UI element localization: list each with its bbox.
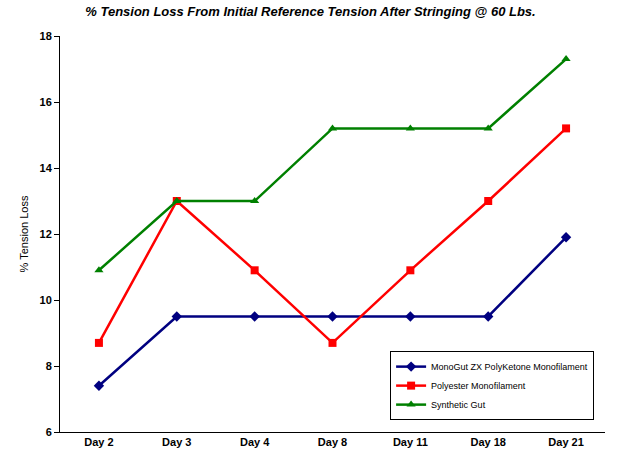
svg-text:8: 8: [46, 360, 52, 372]
svg-text:6: 6: [46, 426, 52, 438]
svg-text:Day 21: Day 21: [548, 436, 583, 448]
svg-text:Day 4: Day 4: [240, 436, 270, 448]
svg-text:Polyester Monofilament: Polyester Monofilament: [431, 381, 526, 391]
svg-text:16: 16: [40, 96, 52, 108]
svg-text:Day 2: Day 2: [84, 436, 113, 448]
svg-text:14: 14: [40, 162, 53, 174]
svg-text:% Tension Loss From Initial Re: % Tension Loss From Initial Reference Te…: [85, 4, 535, 19]
svg-text:10: 10: [40, 294, 52, 306]
svg-text:12: 12: [40, 228, 52, 240]
svg-text:MonoGut ZX PolyKetone Monofila: MonoGut ZX PolyKetone Monofilament: [431, 362, 588, 372]
svg-text:Day 11: Day 11: [393, 436, 428, 448]
svg-text:18: 18: [40, 30, 52, 42]
svg-text:% Tension Loss: % Tension Loss: [18, 195, 30, 272]
svg-text:Day 18: Day 18: [470, 436, 505, 448]
svg-text:Day 8: Day 8: [318, 436, 347, 448]
svg-text:Day 3: Day 3: [162, 436, 191, 448]
svg-text:Synthetic Gut: Synthetic Gut: [431, 400, 486, 410]
